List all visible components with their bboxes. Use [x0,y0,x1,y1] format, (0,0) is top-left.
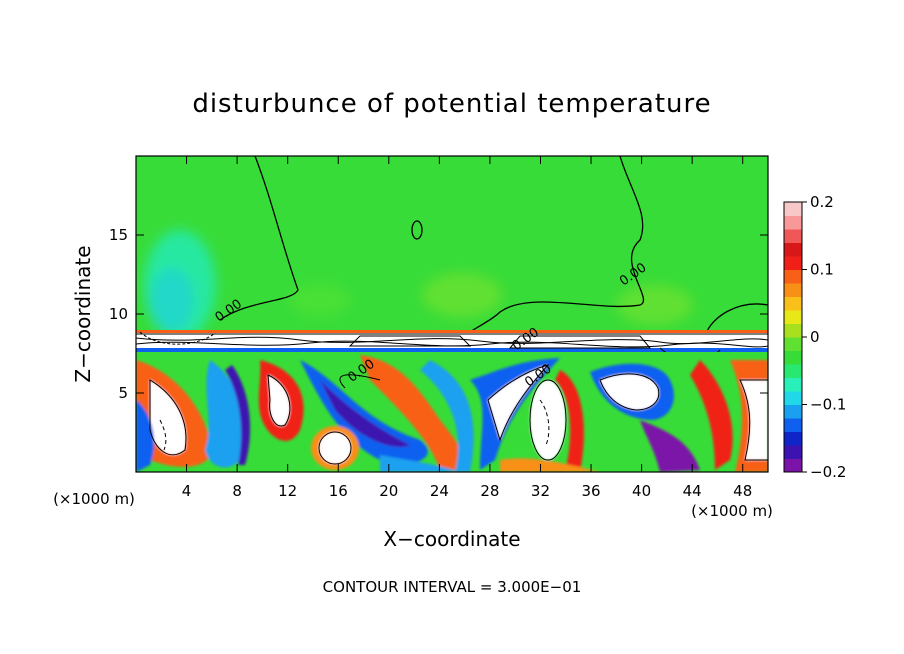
colorbar-swatch [784,296,802,311]
chart-title: disturbunce of potential temperature [192,89,711,119]
colorbar-swatch [784,283,802,297]
y-tick-label: 15 [109,226,128,244]
colorbar-swatch [784,215,802,230]
x-axis-label: X−coordinate [383,527,520,551]
boundary-layer-contours [149,364,768,465]
x-unit-label-right: (×1000 m) [691,502,773,520]
y-axis: 5 10 15 [109,226,768,402]
colorbar: 0.2 0.1 0 −0.1 −0.2 [783,193,846,481]
colorbar-swatch [784,364,802,378]
colorbar-swatch [784,377,802,392]
colorbar-swatch [784,404,802,419]
x-tick-label: 28 [480,482,499,500]
x-tick-label: 32 [531,482,550,500]
x-tick-label: 40 [632,482,651,500]
colorbar-swatch [784,202,802,216]
boundary-layer-plumes [136,355,768,472]
upper-contours [219,156,768,337]
y-tick-label: 10 [109,305,128,323]
colorbar-swatch [784,323,802,338]
x-tick-label: 44 [683,482,702,500]
x-tick-label: 48 [733,482,752,500]
colorbar-swatch [784,310,802,324]
colorbar-swatch [784,229,802,243]
x-tick-label: 24 [430,482,449,500]
y-tick-label: 5 [118,384,128,402]
colorbar-tick-label: −0.1 [810,396,846,414]
colorbar-swatch [784,431,802,446]
x-axis: 4 8 12 16 20 24 28 32 36 40 44 48 [182,156,752,500]
colorbar-swatch [784,242,802,257]
colorbar-swatch [784,269,802,284]
colorbar-swatch [784,458,802,473]
colorbar-swatch [784,391,802,405]
colorbar-swatch [784,256,802,270]
x-tick-label: 12 [278,482,297,500]
colorbar-swatch [784,418,802,432]
x-tick-label: 20 [379,482,398,500]
upper-layer-anomalies [144,230,693,340]
colorbar-tick-label: 0.2 [810,193,834,211]
x-tick-label: 4 [182,482,192,500]
colorbar-swatch [784,445,802,459]
contour-interval-note: CONTOUR INTERVAL = 3.000E−01 [323,578,582,596]
colorbar-tick-label: 0.1 [810,261,834,279]
x-tick-label: 36 [581,482,600,500]
colorbar-swatch [784,350,802,365]
plot-area: 0.000.00 0.000.000.00 [136,156,768,472]
x-tick-label: 16 [329,482,348,500]
y-axis-label: Z−coordinate [71,245,95,382]
colorbar-swatch [784,337,802,351]
inversion-band [136,330,768,367]
colorbar-tick-label: −0.2 [810,463,846,481]
x-unit-label-left: (×1000 m) [53,490,135,508]
x-tick-label: 8 [232,482,242,500]
colorbar-tick-label: 0 [810,328,820,346]
